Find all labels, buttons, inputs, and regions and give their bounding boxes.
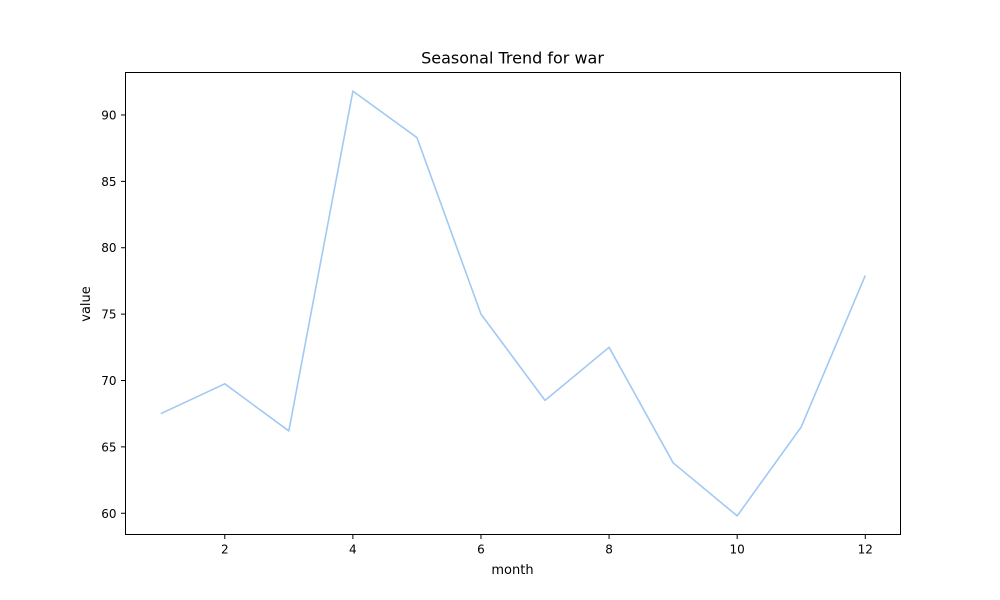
- x-tick-label: 12: [858, 543, 873, 557]
- x-tick-label: 2: [221, 543, 229, 557]
- y-tick-label: 75: [101, 308, 116, 322]
- x-tick-label: 8: [605, 543, 613, 557]
- y-tick-label: 70: [101, 374, 116, 388]
- x-tick-label: 6: [477, 543, 485, 557]
- plot-area: [160, 90, 867, 517]
- y-axis: 60 65 70 75 80 85 90: [101, 108, 126, 521]
- x-axis-label: month: [491, 563, 533, 578]
- y-tick-label: 80: [101, 241, 116, 255]
- chart-title: Seasonal Trend for war: [421, 49, 604, 68]
- y-tick-label: 85: [101, 175, 116, 189]
- x-tick-label: 10: [730, 543, 745, 557]
- y-axis-label: value: [79, 286, 94, 322]
- series-line-0: [160, 90, 867, 517]
- y-tick-label: 60: [101, 507, 116, 521]
- y-tick-label: 65: [101, 440, 116, 454]
- plot-frame: [125, 72, 901, 535]
- x-tick-label: 4: [349, 543, 357, 557]
- x-axis: 2 4 6 8 10 12: [221, 534, 873, 557]
- y-tick-label: 90: [101, 108, 116, 122]
